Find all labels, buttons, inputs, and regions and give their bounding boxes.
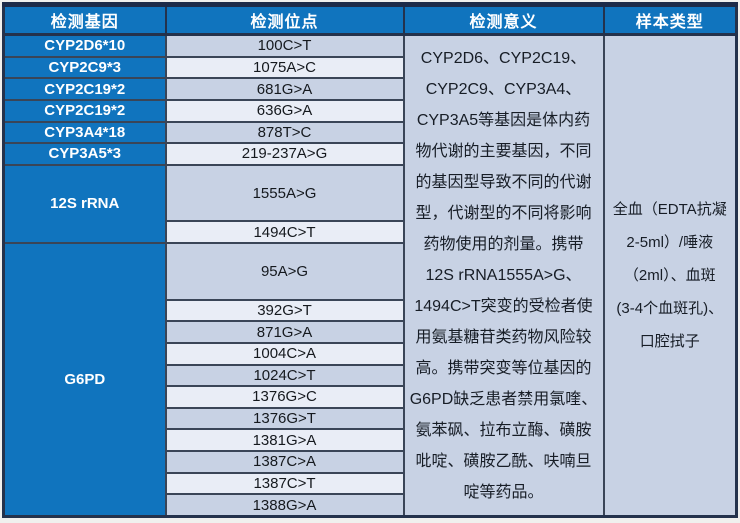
gene-cell: CYP2D6*10 [2,33,167,58]
table-row: CYP2C19*2 636G>A [2,98,737,123]
table-row: CYP3A4*18 878T>C [2,120,737,145]
table-row: 12S rRNA 1555A>G [2,163,737,245]
table-row: 1376G>C [4,385,737,409]
sample-type-cell: 全血（EDTA抗凝 2-5ml）/唾液 （2ml）、血斑 (3-4个血斑孔)、 … [602,33,738,518]
site-cell: 1381G>A [164,428,405,453]
gene-cell: CYP3A5*3 [2,142,167,166]
significance-cell: CYP2D6、CYP2C19、 CYP2C9、CYP3A4、 CYP3A5等基因… [402,33,605,518]
table-row: 1024C>T [4,363,737,388]
gene-cell: CYP2C19*2 [2,98,167,123]
gene-cell: CYP2C9*3 [2,55,167,80]
site-cell: 878T>C [164,120,405,145]
site-cell: 681G>A [164,77,405,101]
header-sample-type: 样本类型 [602,4,737,36]
site-cell: 871G>A [164,320,405,344]
site-cell: 1376G>T [164,406,405,431]
gene-cell: CYP2C19*2 [2,77,167,101]
table-row: 1004C>A [4,341,737,366]
header-gene: 检测基因 [3,4,166,36]
table-row: 1376G>T [4,406,737,431]
site-cell: 1387C>T [164,471,405,496]
site-cell: 1376G>C [164,385,405,409]
site-cell: 95A>G [164,242,405,301]
site-cell: 1075A>C [164,55,405,80]
header-significance: 检测意义 [402,4,604,36]
table-row: CYP2D6*10 100C>T CYP2D6、CYP2C19、 CYP2C9、… [2,33,738,518]
table-row: G6PD 95A>G [2,242,737,518]
site-cell: 1004C>A [164,341,405,366]
site-cell: 1494C>T [164,220,405,245]
site-cell: 1024C>T [164,363,405,388]
site-cell: 1388G>A [164,493,405,518]
table-row: 1388G>A [4,493,737,518]
site-cell: 219-237A>G [164,142,405,166]
site-cell: 1555A>G [164,163,405,223]
table-row: 1387C>T [4,471,737,496]
table-row: CYP2C9*3 1075A>C [2,55,737,80]
header-row: 检测基因 检测位点 检测意义 样本类型 [3,4,737,36]
header-site: 检测位点 [164,4,404,36]
gene-cell: 12S rRNA [2,163,167,245]
site-cell: 100C>T [164,33,405,58]
site-cell: 636G>A [164,98,405,123]
site-cell: 392G>T [164,298,405,323]
site-cell: 1387C>A [164,450,405,474]
gene-cell: G6PD [2,242,167,518]
gene-cell: CYP3A4*18 [2,120,167,145]
table-row: CYP2C19*2 681G>A [2,77,737,101]
